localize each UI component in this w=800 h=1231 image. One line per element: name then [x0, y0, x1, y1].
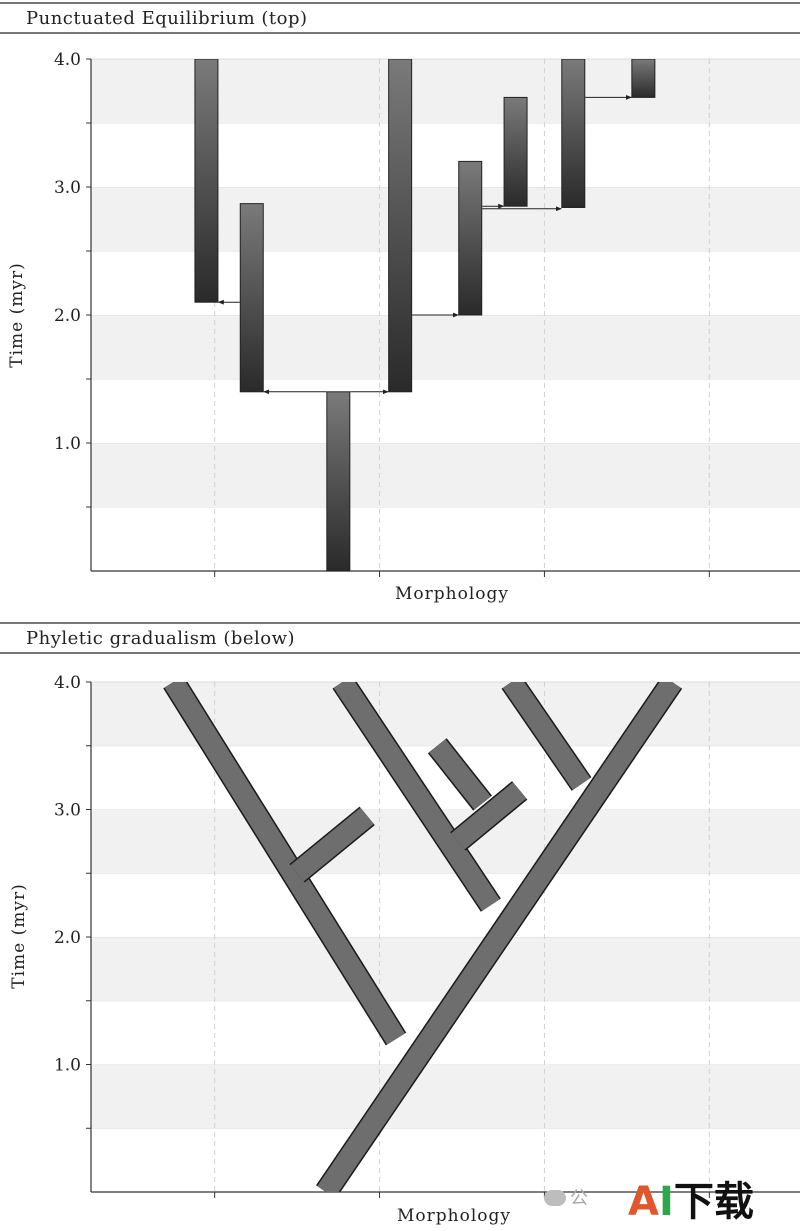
top-grid-band [91, 379, 800, 443]
top-y-tick-label: 3.0 [54, 178, 81, 198]
top-y-tick-label: 1.0 [54, 434, 81, 454]
top-y-axis-label: Time (myr) [7, 262, 27, 367]
top-y-tick-label: 2.0 [54, 306, 81, 326]
brand-logo-i: I [658, 1179, 674, 1225]
bottom-y-tick-label: 1.0 [54, 1056, 81, 1076]
top-grid-band [91, 315, 800, 379]
lineage-bar [388, 59, 413, 393]
wechat-icon [544, 1190, 566, 1206]
phyletic-branch [429, 739, 491, 810]
bottom-y-tick-label: 4.0 [54, 673, 81, 693]
bottom-y-tick-label: 3.0 [54, 801, 81, 821]
bottom-x-axis-label: Morphology [397, 1206, 511, 1226]
top-x-axis-label: Morphology [395, 584, 509, 604]
top-y-tick-label: 4.0 [54, 50, 81, 70]
phyletic-branch [451, 782, 527, 850]
top-grid-band [91, 443, 800, 507]
brand-logo-rest: 下载 [673, 1179, 754, 1225]
top-grid-band [91, 507, 800, 571]
phyletic-branch [290, 807, 374, 882]
top-chart-title: Punctuated Equilibrium (top) [26, 8, 308, 29]
phyletic-branch [317, 682, 681, 1192]
bottom-y-tick-label: 2.0 [54, 928, 81, 948]
lineage-bar [326, 391, 351, 572]
wechat-watermark-text: 公 [570, 1188, 588, 1209]
brand-logo-a: A [628, 1179, 659, 1225]
phyletic-gradualism-chart: 1.0 2.0 3.0 4.0 Morphology Time (myr) [9, 673, 800, 1226]
bottom-grid-band [91, 873, 800, 937]
bottom-grid-band [91, 1128, 800, 1192]
phyletic-branch [333, 682, 500, 911]
brand-logo: AI下载 [628, 1180, 754, 1224]
lineage-bar [458, 160, 483, 316]
bottom-grid-band [91, 1064, 800, 1129]
bottom-y-axis-label: Time (myr) [9, 883, 29, 988]
punctuated-equilibrium-chart: 1.0 2.0 3.0 4.0 Morphology Time (myr) [7, 50, 800, 604]
lineage-bar [561, 59, 586, 208]
lineage-bar [239, 203, 264, 393]
phyletic-branch [502, 682, 591, 790]
lineage-bar [631, 59, 656, 98]
lineage-bar [194, 59, 219, 303]
lineage-bar [503, 96, 528, 207]
phyletic-branch [164, 682, 405, 1045]
wechat-watermark: 公 [544, 1184, 588, 1210]
bottom-panel-title-bar: Phyletic gradualism (below) [0, 622, 800, 654]
bottom-chart-title: Phyletic gradualism (below) [26, 628, 296, 649]
bottom-grid-band [91, 937, 800, 1001]
top-panel-title-bar: Punctuated Equilibrium (top) [0, 2, 800, 34]
